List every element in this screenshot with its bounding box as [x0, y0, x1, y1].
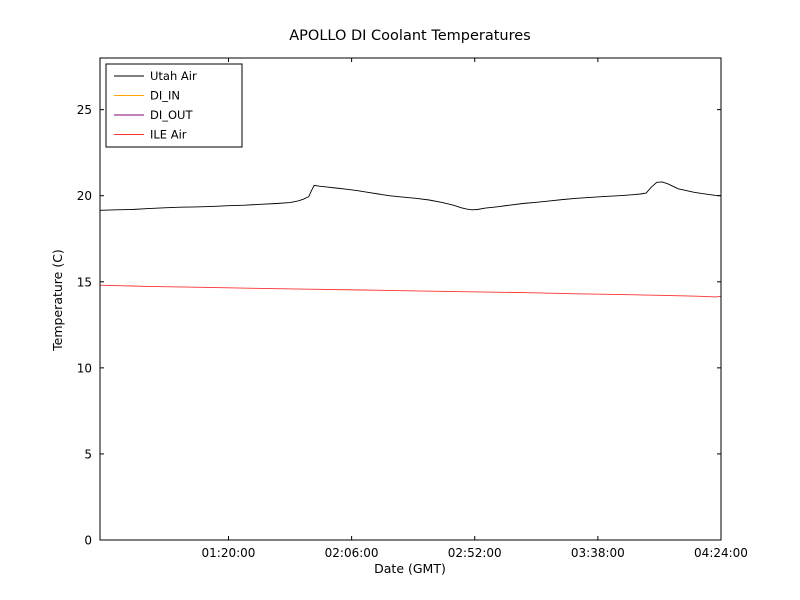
- legend-entry-label: Utah Air: [150, 69, 197, 83]
- series-line-utah-air: [100, 181, 721, 211]
- legend-entry-label: DI_IN: [150, 89, 180, 103]
- y-axis-label: Temperature (C): [50, 249, 65, 352]
- series-line-ile-air: [100, 284, 721, 298]
- x-tick-label: 02:06:00: [325, 546, 379, 560]
- y-tick-label: 5: [84, 447, 92, 461]
- x-tick-label: 02:52:00: [448, 546, 502, 560]
- y-tick-label: 25: [77, 103, 92, 117]
- series-layer: [100, 181, 721, 298]
- x-tick-label: 04:24:00: [694, 546, 748, 560]
- legend-entry-label: ILE Air: [150, 128, 187, 142]
- legend-box: [105, 63, 243, 148]
- y-tick-label: 15: [77, 275, 92, 289]
- chart-title: APOLLO DI Coolant Temperatures: [289, 28, 530, 44]
- y-tick-label: 0: [84, 534, 92, 548]
- y-tick-label: 10: [77, 361, 92, 375]
- axis-ticks: 0 5 10 15 20 25 01:20:00 02:06:00 02:52:00 03:38:…: [77, 58, 748, 560]
- plot-border: [99, 57, 722, 541]
- x-tick-label: 03:38:00: [571, 546, 625, 560]
- legend-entry-label: DI_OUT: [150, 108, 193, 122]
- x-axis-label: Date (GMT): [374, 561, 446, 576]
- y-tick-label: 20: [77, 189, 92, 203]
- legend: Utah Air DI_IN DI_OUT ILE Air: [105, 63, 243, 148]
- x-tick-label: 01:20:00: [202, 546, 256, 560]
